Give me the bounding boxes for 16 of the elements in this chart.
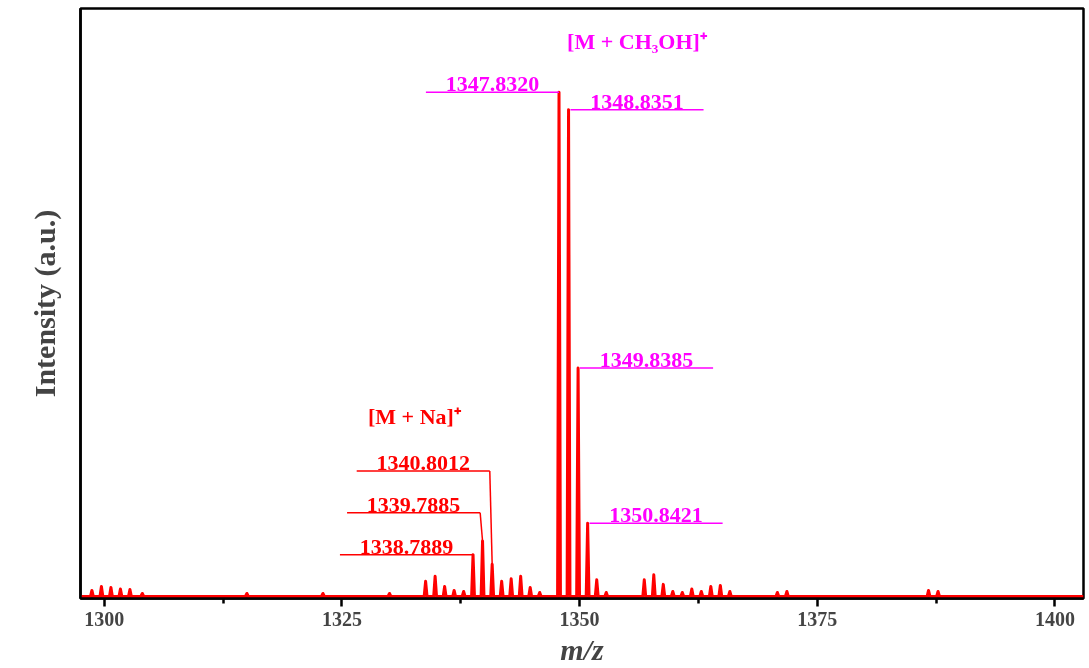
x-tick-label: 1325 <box>321 607 362 630</box>
annotation: 1339.7885 <box>366 491 461 517</box>
annotation: 1349.8385 <box>599 347 694 373</box>
annotation: [M + Na]⁺ <box>368 403 462 429</box>
annotation: 1338.7889 <box>359 533 454 559</box>
annotation: 1350.8421 <box>609 502 703 528</box>
annotation: 1347.8320 <box>445 71 540 97</box>
x-tick-label: 1350 <box>559 607 600 630</box>
text: [M + CH₃OH]⁺ <box>567 29 708 55</box>
x-tick-label: 1300 <box>84 607 125 630</box>
x-axis-title: m/z <box>560 632 604 666</box>
annotation: 1348.8351 <box>590 88 684 114</box>
y-axis-title: Intensity (a.u.) <box>27 209 62 398</box>
x-tick-label: 1375 <box>797 607 838 630</box>
annotation: 1340.8012 <box>376 449 470 475</box>
x-tick-label: 1400 <box>1034 607 1075 630</box>
